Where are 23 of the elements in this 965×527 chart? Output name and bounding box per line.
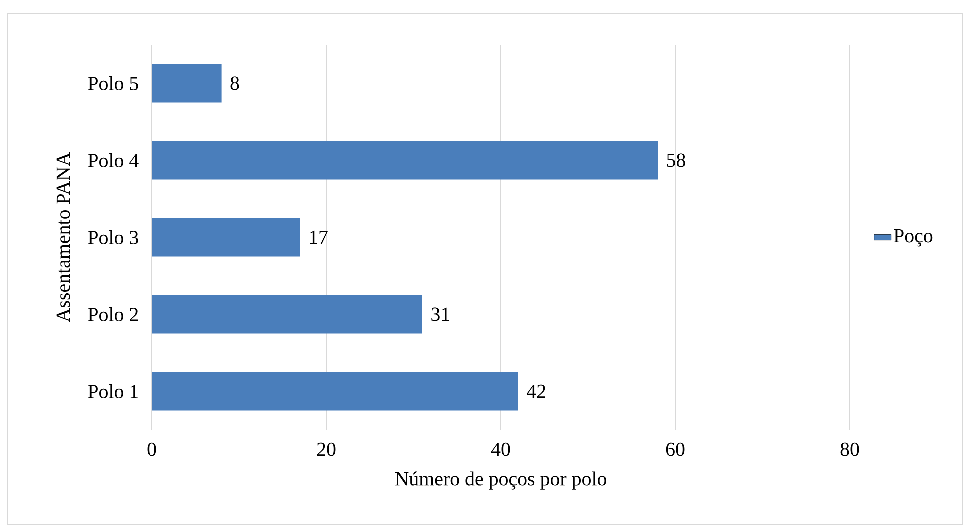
y-axis-title: Assentamento PANA xyxy=(56,152,70,322)
x-tick-label: 20 xyxy=(317,442,336,456)
bar xyxy=(152,218,300,257)
x-tick-label: 40 xyxy=(491,442,510,456)
x-tick-label: 60 xyxy=(666,442,685,456)
data-label: 58 xyxy=(667,154,686,168)
x-axis-title: Número de poços por polo xyxy=(395,472,606,490)
bar xyxy=(152,64,222,103)
bar xyxy=(152,372,518,411)
x-tick-label: 0 xyxy=(148,442,156,456)
legend-label: Poço xyxy=(894,229,933,247)
x-tick-label: 80 xyxy=(840,442,860,456)
data-label: 8 xyxy=(230,76,240,90)
y-tick-label: Polo 1 xyxy=(88,384,138,398)
data-label: 31 xyxy=(432,308,450,322)
data-label: 42 xyxy=(527,384,546,398)
data-label: 17 xyxy=(310,230,328,244)
y-tick-label: Polo 2 xyxy=(88,307,138,322)
y-tick-label: Polo 5 xyxy=(88,76,138,90)
bar xyxy=(152,295,422,334)
y-tick-label: Polo 4 xyxy=(88,153,139,168)
y-tick-label: Polo 3 xyxy=(88,230,138,244)
bar xyxy=(152,141,658,180)
